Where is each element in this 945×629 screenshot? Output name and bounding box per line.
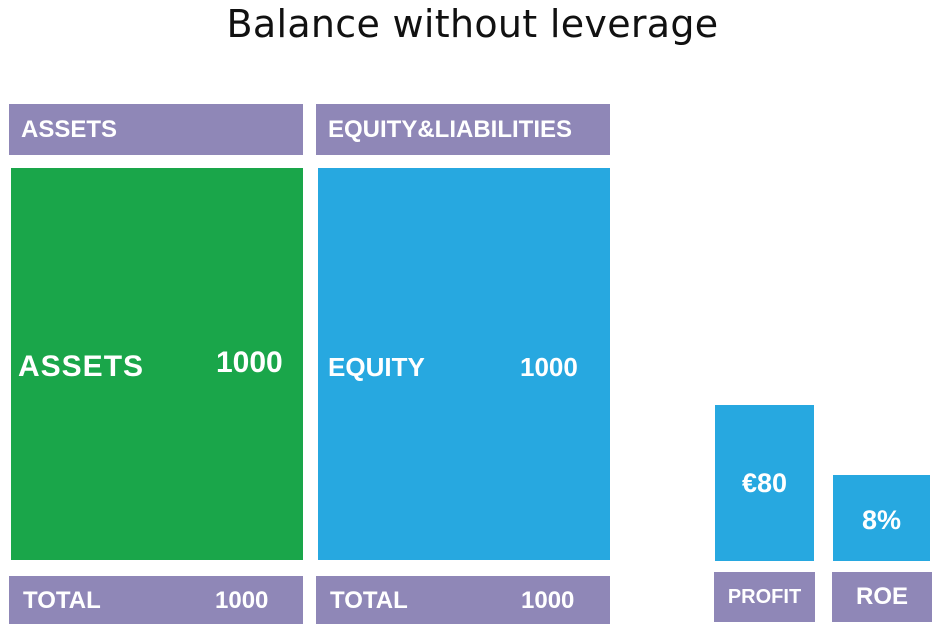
liabilities-total-value: 1000 [521, 587, 575, 614]
liabilities-header-label: EQUITY&LIABILITIES [328, 115, 573, 143]
assets-header-label: ASSETS [21, 115, 118, 143]
assets-total-label: TOTAL [23, 587, 101, 614]
profit-label: PROFIT [727, 585, 802, 608]
assets-block: ASSETS 1000 [11, 168, 303, 560]
profit-value: €80 [741, 467, 788, 498]
equity-block-label: EQUITY [328, 352, 425, 382]
roe-block: 8% [833, 475, 930, 561]
liabilities-total-label: TOTAL [330, 587, 408, 614]
assets-block-value: 1000 [216, 346, 283, 379]
roe-value: 8% [861, 504, 902, 535]
assets-total-value: 1000 [215, 587, 269, 614]
liabilities-header: EQUITY&LIABILITIES [316, 104, 610, 155]
liabilities-total: TOTAL 1000 [316, 576, 610, 624]
page-title: Balance without leverage [226, 2, 719, 46]
assets-total: TOTAL 1000 [9, 576, 303, 624]
equity-block: EQUITY 1000 [318, 168, 610, 560]
equity-block-value: 1000 [520, 352, 578, 382]
assets-block-label: ASSETS [18, 350, 145, 383]
profit-label-box: PROFIT [714, 572, 815, 622]
assets-header: ASSETS [9, 104, 303, 155]
roe-label: ROE [855, 583, 908, 610]
roe-label-box: ROE [832, 572, 932, 622]
profit-block: €80 [715, 405, 814, 561]
